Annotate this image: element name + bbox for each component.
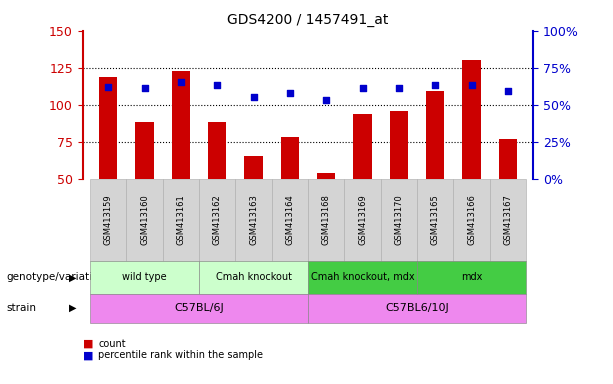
Bar bbox=[281, 137, 299, 179]
Bar bbox=[354, 114, 371, 179]
Bar bbox=[317, 173, 335, 179]
Point bbox=[503, 88, 513, 94]
Text: GSM413169: GSM413169 bbox=[358, 194, 367, 245]
Text: Cmah knockout, mdx: Cmah knockout, mdx bbox=[311, 272, 414, 283]
Text: C57BL6/10J: C57BL6/10J bbox=[385, 303, 449, 313]
Point bbox=[103, 84, 113, 90]
Text: ■: ■ bbox=[83, 339, 93, 349]
Bar bbox=[462, 60, 481, 179]
Bar bbox=[390, 111, 408, 179]
Point bbox=[285, 90, 295, 96]
Bar bbox=[499, 139, 517, 179]
Text: strain: strain bbox=[6, 303, 36, 313]
Text: count: count bbox=[98, 339, 126, 349]
Bar bbox=[208, 122, 226, 179]
Point bbox=[249, 94, 259, 100]
Text: GSM413159: GSM413159 bbox=[104, 195, 113, 245]
Text: C57BL/6J: C57BL/6J bbox=[174, 303, 224, 313]
Bar bbox=[245, 156, 262, 179]
Bar bbox=[426, 91, 444, 179]
Text: percentile rank within the sample: percentile rank within the sample bbox=[98, 350, 263, 360]
Text: GSM413165: GSM413165 bbox=[431, 194, 440, 245]
Point bbox=[430, 82, 440, 88]
Bar bbox=[135, 122, 154, 179]
Text: GSM413162: GSM413162 bbox=[213, 194, 222, 245]
Text: GSM413163: GSM413163 bbox=[249, 194, 258, 245]
Text: ▶: ▶ bbox=[69, 303, 76, 313]
Point bbox=[466, 82, 476, 88]
Text: GSM413167: GSM413167 bbox=[503, 194, 512, 245]
Text: mdx: mdx bbox=[461, 272, 482, 283]
Point bbox=[176, 79, 186, 86]
Text: GSM413170: GSM413170 bbox=[394, 194, 403, 245]
Text: ■: ■ bbox=[83, 350, 93, 360]
Point bbox=[394, 85, 404, 91]
Text: GSM413164: GSM413164 bbox=[286, 194, 294, 245]
Bar bbox=[99, 76, 117, 179]
Text: GSM413166: GSM413166 bbox=[467, 194, 476, 245]
Text: Cmah knockout: Cmah knockout bbox=[216, 272, 292, 283]
Point bbox=[357, 85, 367, 91]
Point bbox=[140, 85, 150, 91]
Bar bbox=[172, 71, 190, 179]
Text: GSM413160: GSM413160 bbox=[140, 194, 149, 245]
Text: genotype/variation: genotype/variation bbox=[6, 272, 105, 283]
Text: wild type: wild type bbox=[122, 272, 167, 283]
Title: GDS4200 / 1457491_at: GDS4200 / 1457491_at bbox=[227, 13, 389, 27]
Point bbox=[321, 97, 331, 103]
Text: GSM413168: GSM413168 bbox=[322, 194, 330, 245]
Text: ▶: ▶ bbox=[69, 272, 76, 283]
Point bbox=[212, 82, 222, 88]
Text: GSM413161: GSM413161 bbox=[177, 194, 185, 245]
